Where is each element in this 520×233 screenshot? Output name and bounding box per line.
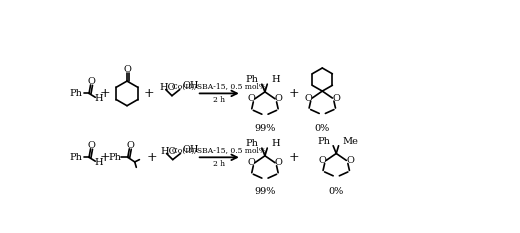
Text: 99%: 99% <box>254 123 276 133</box>
Text: Ph: Ph <box>69 153 82 162</box>
Text: O: O <box>247 94 255 103</box>
Text: O: O <box>275 158 283 167</box>
Text: Co(II)/SBA-15, 0.5 mol%: Co(II)/SBA-15, 0.5 mol% <box>172 82 266 90</box>
Text: O: O <box>124 65 132 74</box>
Text: Co(II)/SBA-15, 0.5 mol%: Co(II)/SBA-15, 0.5 mol% <box>172 146 266 154</box>
Text: H: H <box>271 75 280 84</box>
Text: +: + <box>100 87 111 100</box>
Text: +: + <box>144 87 154 100</box>
Text: 0%: 0% <box>315 123 330 133</box>
Text: Ph: Ph <box>108 153 121 162</box>
Text: O: O <box>332 93 340 103</box>
Text: Me: Me <box>343 137 358 146</box>
Text: OH: OH <box>183 145 199 154</box>
Text: +: + <box>289 87 300 100</box>
Text: 99%: 99% <box>254 188 276 196</box>
Text: O: O <box>247 158 255 167</box>
Text: Ph: Ph <box>317 137 330 146</box>
Text: 0%: 0% <box>329 188 344 196</box>
Text: HO: HO <box>160 147 177 156</box>
Text: 2 h: 2 h <box>213 96 225 104</box>
Text: O: O <box>346 156 354 165</box>
Text: +: + <box>100 151 111 164</box>
Text: Ph: Ph <box>246 139 259 148</box>
Text: O: O <box>87 77 95 86</box>
Text: O: O <box>126 141 134 150</box>
Text: O: O <box>304 93 313 103</box>
Text: HO: HO <box>160 83 176 92</box>
Text: Ph: Ph <box>246 75 259 84</box>
Text: O: O <box>87 141 95 150</box>
Text: OH: OH <box>182 81 199 90</box>
Text: 2 h: 2 h <box>213 160 225 168</box>
Text: O: O <box>318 156 326 165</box>
Text: +: + <box>147 151 157 164</box>
Text: H: H <box>271 139 280 148</box>
Text: H: H <box>94 158 102 167</box>
Text: H: H <box>94 94 102 103</box>
Text: +: + <box>289 151 300 164</box>
Text: Ph: Ph <box>69 89 82 98</box>
Text: O: O <box>275 94 283 103</box>
